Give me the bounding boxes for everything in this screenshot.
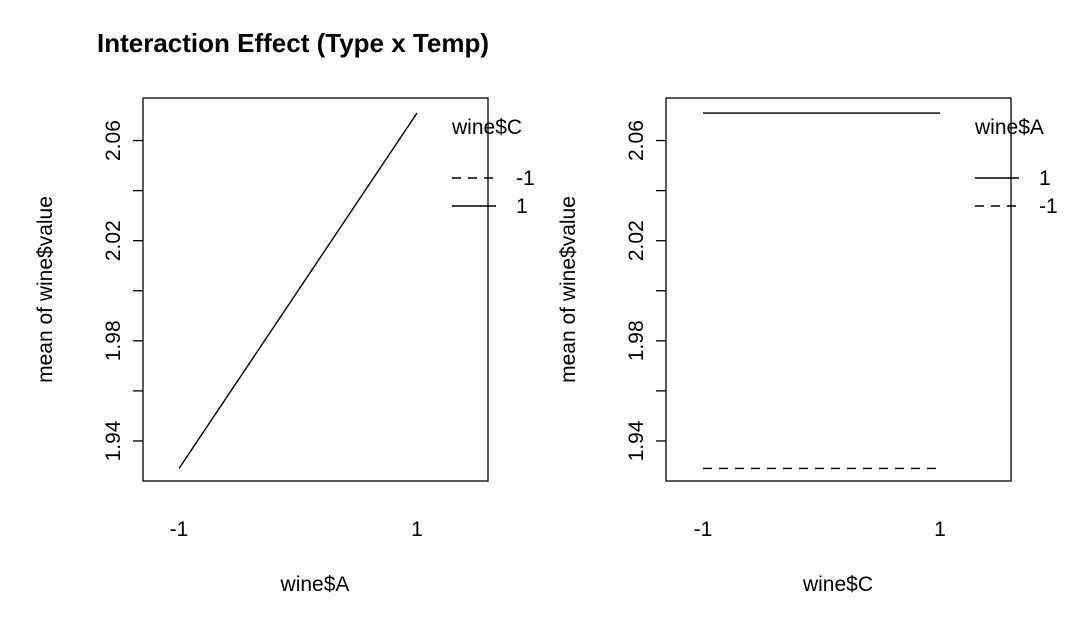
x-tick-label: -1 [170,518,189,541]
y-tick-label: 1.98 [625,320,648,361]
legend-label: 1 [1039,167,1051,190]
plot-frame [142,97,489,482]
series-line-2 [178,112,418,469]
legend-title: wine$A [974,116,1044,139]
y-axis-label: mean of wine$value [557,196,580,383]
x-tick-label: 1 [934,518,946,541]
y-tick-label: 2.02 [102,220,125,261]
legend-label: -1 [1039,195,1058,218]
y-tick-label: 1.94 [625,420,648,461]
x-axis-label: wine$C [802,573,873,596]
y-tick-label: 1.98 [102,320,125,361]
y-tick-label: 2.06 [625,120,648,161]
y-tick-label: 2.06 [102,120,125,161]
legend-label: -1 [516,167,535,190]
x-axis-label: wine$A [280,573,350,596]
y-tick-label: 1.94 [102,420,125,461]
y-tick-label: 2.02 [625,220,648,261]
legend-title: wine$C [451,116,522,139]
chart-panel-1: 1.94 1.98 2.02 2.06 -1 1 wine$A mean of wine$va… [34,97,535,596]
x-tick-label: 1 [411,518,423,541]
x-tick-label: -1 [694,518,713,541]
plot-frame [665,97,1012,482]
chart-title: Interaction Effect (Type x Temp) [97,28,489,58]
chart-panel-2: 1.94 1.98 2.02 2.06 -1 1 wine$C mean of wine$va… [557,97,1058,596]
legend-label: 1 [516,195,528,218]
y-axis-label: mean of wine$value [34,196,57,383]
